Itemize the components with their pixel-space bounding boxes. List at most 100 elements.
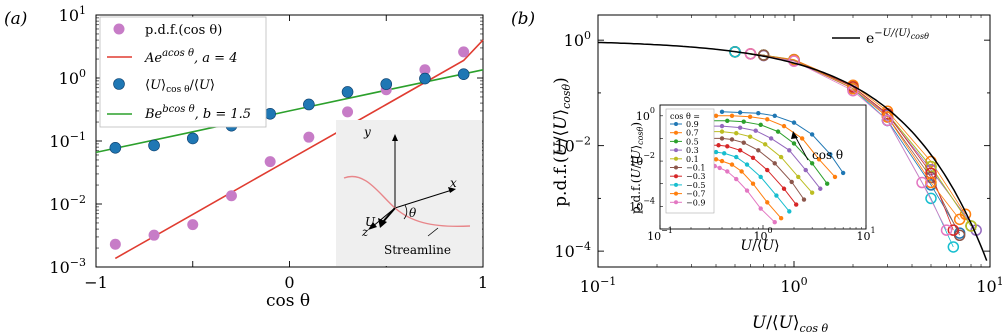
data-point bbox=[458, 46, 470, 58]
panel-b-ticks bbox=[597, 15, 991, 267]
inset-series-line-2 bbox=[709, 120, 828, 184]
inset-legend-marker bbox=[674, 139, 678, 144]
inset-y-label: y bbox=[363, 125, 371, 139]
inset-data-point bbox=[719, 158, 725, 164]
inset-series-line-1 bbox=[716, 115, 836, 178]
inset-x-axis bbox=[394, 189, 453, 209]
panel-a-x-axis-label: cos θ bbox=[266, 291, 310, 311]
tick-label: 10−1 bbox=[647, 226, 673, 243]
x-tick-label: 0 bbox=[284, 273, 294, 292]
inset-data-point bbox=[739, 169, 744, 174]
inset-legend-label: −0.3 bbox=[686, 172, 705, 181]
inset-data-point bbox=[729, 137, 735, 142]
inset-data-point bbox=[762, 142, 768, 147]
panel-a-y-tick-labels: 10−3 10−2 10−1 100 101 bbox=[49, 4, 86, 277]
tick-label: 100 bbox=[636, 106, 655, 123]
inset-data-point bbox=[828, 152, 833, 157]
inset-data-point bbox=[717, 165, 722, 171]
inset-legend-marker bbox=[674, 182, 678, 187]
inset-data-point bbox=[741, 119, 746, 124]
inset-streamline-label: Streamline bbox=[384, 243, 451, 257]
inset-data-point bbox=[713, 157, 719, 162]
inset-data-point bbox=[756, 111, 761, 116]
inset-leader-line bbox=[427, 227, 439, 237]
inset-data-point bbox=[737, 110, 743, 115]
inset-legend-label: −0.9 bbox=[686, 198, 705, 207]
inset-data-point bbox=[734, 131, 739, 136]
inset-legend-label: −0.1 bbox=[686, 164, 705, 173]
inset-legend-marker bbox=[674, 191, 678, 196]
inset-data-point bbox=[772, 161, 777, 166]
inset-data-point bbox=[716, 143, 721, 148]
legend-pdf-label: p.d.f.(cos θ) bbox=[145, 23, 222, 38]
inset-data-point bbox=[789, 179, 794, 185]
inset-legend-label: 0.5 bbox=[686, 137, 699, 146]
tick-label: 100 bbox=[59, 67, 86, 88]
tick-label: 10−3 bbox=[49, 256, 86, 277]
inset-data-point bbox=[758, 174, 763, 180]
data-point bbox=[342, 106, 354, 118]
data-point bbox=[925, 163, 937, 176]
inset-data-point bbox=[744, 162, 750, 167]
inset-legend-marker bbox=[674, 148, 678, 153]
inset-data-point bbox=[719, 123, 725, 129]
panel-b-inset-x-tick-labels: 10−1 100 101 bbox=[647, 226, 875, 243]
panel-a-data-points bbox=[109, 46, 470, 250]
tick-label: 101 bbox=[59, 4, 86, 25]
inset-background bbox=[336, 120, 482, 266]
data-point bbox=[953, 213, 966, 226]
inset-velocity-arrow bbox=[381, 207, 396, 224]
inset-data-point bbox=[781, 186, 787, 191]
data-point bbox=[947, 241, 960, 253]
data-point bbox=[303, 131, 315, 143]
legend-umean-label: ⟨U⟩cos θ/⟨U⟩ bbox=[145, 78, 215, 95]
inset-data-point bbox=[772, 219, 777, 225]
inset-data-point bbox=[747, 134, 753, 139]
panel-b-legend: e−U/⟨U⟩cosθ bbox=[832, 28, 929, 47]
inset-data-point bbox=[729, 113, 735, 119]
data-point bbox=[109, 238, 121, 250]
data-point bbox=[881, 111, 894, 123]
inset-theta-label: θ bbox=[409, 206, 417, 220]
panel-a-x-tick-labels: −1 0 1 bbox=[84, 273, 488, 292]
data-point bbox=[419, 72, 431, 85]
inset-angle-arc bbox=[403, 204, 408, 220]
inset-data-point bbox=[734, 176, 739, 182]
panel-b-x-tick-labels: 10−1 100 101 bbox=[580, 275, 1002, 296]
tick-label: 101 bbox=[856, 226, 875, 243]
inset-data-point bbox=[750, 155, 756, 160]
inset-z-label: z bbox=[361, 225, 369, 239]
data-point bbox=[303, 98, 315, 111]
fit-line-1 bbox=[114, 39, 484, 260]
panel-b-inset-legend: cos θ = 0.90.70.50.30.1−0.1−0.3−0.5−0.7−… bbox=[665, 108, 715, 214]
data-point bbox=[744, 48, 757, 60]
panel-b-inset-x-axis-label: U/⟨U⟩ bbox=[740, 238, 779, 254]
data-point bbox=[341, 86, 354, 98]
series-line-9 bbox=[750, 53, 947, 231]
inset-data-point bbox=[781, 123, 787, 129]
inset-data-point bbox=[809, 190, 815, 195]
data-point bbox=[940, 224, 953, 236]
inset-data-point bbox=[793, 202, 799, 207]
inset-data-point bbox=[744, 188, 750, 193]
inset-data-point bbox=[791, 141, 797, 146]
inset-data-point bbox=[809, 132, 815, 137]
inset-trend-arrow bbox=[794, 135, 809, 161]
inset-data-point bbox=[734, 154, 739, 160]
inset-data-point bbox=[721, 151, 727, 156]
data-point bbox=[109, 141, 122, 154]
inset-data-point bbox=[840, 170, 846, 176]
x-tick-label: −1 bbox=[84, 273, 108, 292]
inset-data-point bbox=[796, 174, 801, 180]
panel-a-coordinate-inset: y x z U θ Streamline bbox=[336, 120, 482, 266]
inset-data-point bbox=[775, 129, 781, 134]
tick-label: 101 bbox=[976, 275, 1002, 296]
inset-data-point bbox=[772, 113, 777, 119]
inset-data-point bbox=[750, 181, 756, 186]
inset-data-point bbox=[832, 174, 838, 180]
tick-label: 100 bbox=[753, 226, 772, 243]
inset-data-point bbox=[747, 114, 753, 120]
panel-b-inset-y-tick-labels: 100 10−2 10−4 bbox=[629, 106, 655, 214]
series-line-8 bbox=[750, 53, 960, 220]
legend-exp-b-label: Bebcos θ, b = 1.5 bbox=[144, 104, 251, 122]
